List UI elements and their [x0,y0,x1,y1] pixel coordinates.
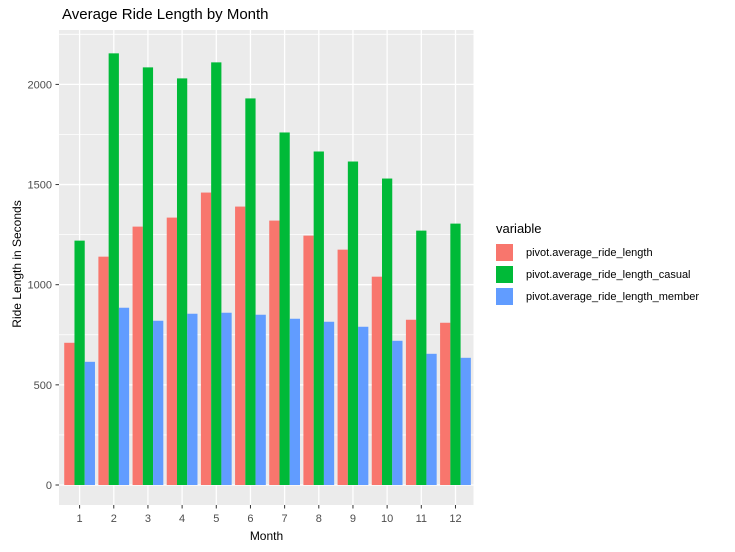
bar-month-1-average [64,342,75,485]
x-tick-label: 6 [247,513,253,525]
bar-month-4-casual [176,78,188,486]
bar-month-11-casual [416,230,427,485]
bar-month-4-member [187,313,198,485]
x-tick-label: 7 [282,513,288,525]
legend-swatch-casual [496,266,513,283]
y-tick-label: 500 [34,380,52,392]
x-tick-label: 8 [316,513,322,525]
bar-month-7-average [269,220,280,485]
bar-month-3-member [153,320,164,485]
bar-month-10-average [371,276,383,485]
bar-month-9-casual [347,161,359,485]
chart-title: Average Ride Length by Month [62,6,269,23]
x-tick-label: 10 [381,513,393,525]
bar-month-6-casual [245,98,256,486]
bar-month-1-casual [74,240,85,485]
bar-month-8-member [323,321,335,485]
bar-month-8-casual [313,151,324,486]
y-tick-label: 1500 [28,180,52,192]
legend-swatch-average [496,244,513,261]
x-tick-label: 11 [416,513,427,525]
legend-entry: pivot.average_ride_length_member [496,288,699,305]
bar-month-1-member [84,361,95,485]
y-axis-title: Ride Length in Seconds [10,200,24,328]
legend-label-casual: pivot.average_ride_length_casual [526,268,691,281]
bar-month-5-casual [211,62,222,485]
bar-month-10-member [392,340,403,485]
bar-month-10-casual [382,178,393,485]
bar-month-5-average [200,192,212,485]
legend-entry: pivot.average_ride_length_casual [496,266,699,283]
legend-label-average: pivot.average_ride_length [526,246,653,259]
x-tick-label: 5 [213,513,219,525]
x-tick-label: 1 [77,513,83,525]
bar-month-6-average [235,206,246,485]
x-tick-label: 2 [111,513,117,525]
bar-month-3-casual [142,67,154,485]
bar-month-8-average [303,235,314,485]
y-tick-label: 2000 [28,79,52,91]
x-tick-label: 9 [350,513,356,525]
bar-month-12-average [440,322,451,485]
x-axis-title: Month [249,529,284,543]
bar-month-12-casual [450,223,461,485]
bar-month-6-member [255,314,266,485]
bar-month-7-member [289,318,300,485]
bar-month-9-average [337,249,348,485]
legend: variable pivot.average_ride_length pivot… [496,221,699,310]
bar-month-2-member [118,307,130,485]
legend-label-member: pivot.average_ride_length_member [526,290,700,303]
bar-month-2-casual [108,53,119,485]
bar-month-11-average [405,319,417,485]
x-tick-label: 12 [449,513,461,525]
bar-month-7-casual [279,132,290,486]
legend-entry: pivot.average_ride_length [496,244,699,261]
x-tick-label: 3 [145,513,151,525]
x-tick-label: 4 [179,513,185,525]
bar-month-9-member [358,326,369,485]
y-tick-label: 0 [46,480,52,492]
bar-month-4-average [166,217,177,486]
bar-month-5-member [221,312,232,485]
y-tick-label: 1000 [28,280,52,292]
legend-swatch-member [496,288,513,305]
legend-title: variable [496,221,542,236]
bar-month-3-average [132,226,143,485]
bar-month-11-member [426,353,437,485]
bar-month-12-member [460,357,471,485]
bar-month-2-average [98,256,109,485]
